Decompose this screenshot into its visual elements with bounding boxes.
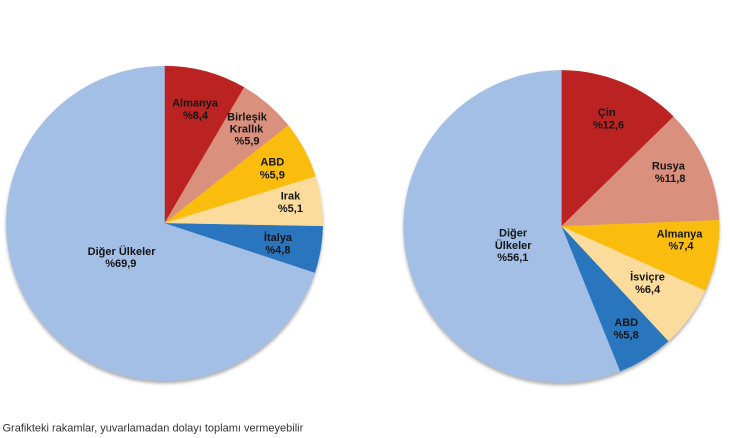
svg-text:İsviçre: İsviçre — [630, 271, 665, 284]
svg-text:%7,4: %7,4 — [668, 241, 694, 253]
svg-text:Almanya: Almanya — [172, 98, 219, 110]
svg-text:%56,1: %56,1 — [497, 252, 528, 264]
svg-text:Rusya: Rusya — [652, 161, 686, 173]
svg-text:Birleşik: Birleşik — [227, 111, 268, 123]
svg-text:Ülkeler: Ülkeler — [495, 239, 532, 252]
svg-text:Almanya: Almanya — [657, 228, 704, 240]
svg-text:Diğer Ülkeler: Diğer Ülkeler — [88, 245, 157, 258]
svg-text:%5,1: %5,1 — [278, 203, 303, 215]
svg-text:%6,4: %6,4 — [635, 284, 661, 296]
svg-text:Krallık: Krallık — [230, 123, 265, 135]
svg-text:%5,8: %5,8 — [614, 329, 639, 341]
svg-text:%12,6: %12,6 — [593, 120, 624, 132]
svg-text:%8,4: %8,4 — [183, 110, 209, 122]
svg-text:İtalya: İtalya — [264, 231, 293, 244]
svg-text:%5,9: %5,9 — [234, 136, 259, 148]
svg-text:Diğer: Diğer — [499, 228, 528, 240]
svg-text:%4,8: %4,8 — [265, 244, 290, 256]
svg-text:%69,9: %69,9 — [105, 258, 136, 270]
svg-text:%5,9: %5,9 — [260, 169, 285, 181]
svg-text:%11,8: %11,8 — [655, 173, 686, 185]
svg-text:Grafikteki rakamlar, yuvarlama: Grafikteki rakamlar, yuvarlamadan dolayı… — [3, 422, 304, 434]
svg-text:Çin: Çin — [598, 107, 616, 119]
svg-text:ABD: ABD — [260, 157, 284, 169]
svg-text:ABD: ABD — [614, 317, 638, 329]
svg-text:Irak: Irak — [281, 191, 301, 203]
